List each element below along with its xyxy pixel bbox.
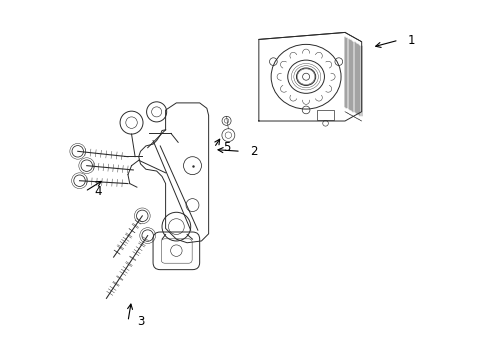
- Bar: [317, 110, 333, 120]
- Text: 3: 3: [137, 315, 144, 328]
- Text: 1: 1: [407, 33, 414, 47]
- Text: 2: 2: [249, 145, 257, 158]
- Text: 5: 5: [223, 141, 230, 154]
- Text: 4: 4: [94, 185, 101, 198]
